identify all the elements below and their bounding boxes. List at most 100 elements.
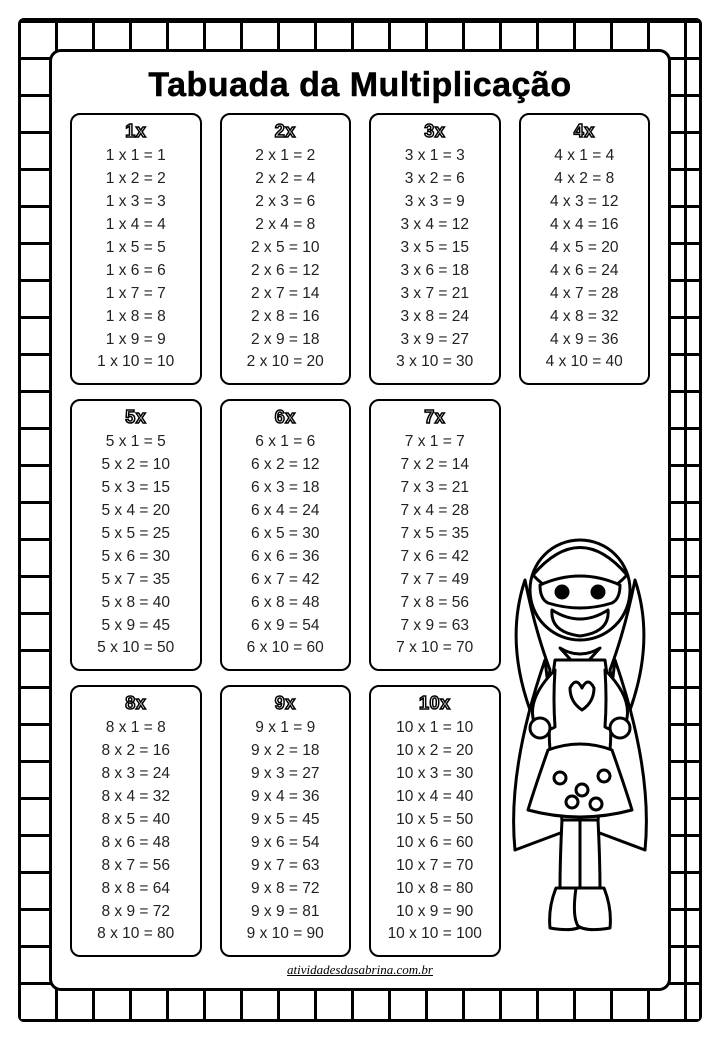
mul-row: 5 x 1 = 5	[106, 431, 166, 454]
inner-panel: Tabuada da Multiplicação 1x1 x 1 = 11 x …	[49, 49, 671, 991]
mul-row: 6 x 7 = 42	[251, 569, 320, 592]
mul-row: 3 x 7 = 21	[400, 283, 469, 306]
mul-row: 9 x 6 = 54	[251, 832, 320, 855]
mul-row: 9 x 8 = 72	[251, 878, 320, 901]
mul-row: 7 x 7 = 49	[400, 569, 469, 592]
mul-row: 9 x 2 = 18	[251, 740, 320, 763]
mul-table-header: 5x	[125, 407, 146, 428]
mul-row: 8 x 4 = 32	[101, 786, 170, 809]
mul-row: 4 x 3 = 12	[550, 191, 619, 214]
mul-row: 3 x 3 = 9	[405, 191, 465, 214]
mul-row: 9 x 3 = 27	[251, 763, 320, 786]
mul-table-header: 10x	[419, 693, 451, 714]
mul-row: 10 x 8 = 80	[396, 878, 473, 901]
page-frame: Tabuada da Multiplicação 1x1 x 1 = 11 x …	[18, 18, 702, 1022]
mul-row: 5 x 4 = 20	[101, 500, 170, 523]
mul-row: 8 x 3 = 24	[101, 763, 170, 786]
mul-row: 4 x 1 = 4	[554, 145, 614, 168]
mul-row: 10 x 9 = 90	[396, 901, 473, 924]
mul-row: 9 x 9 = 81	[251, 901, 320, 924]
mul-row: 6 x 9 = 54	[251, 615, 320, 638]
mul-row: 7 x 10 = 70	[396, 637, 473, 660]
mul-row: 6 x 6 = 36	[251, 546, 320, 569]
mul-row: 1 x 7 = 7	[106, 283, 166, 306]
mul-row: 10 x 7 = 70	[396, 855, 473, 878]
mul-table-6: 6x6 x 1 = 66 x 2 = 126 x 3 = 186 x 4 = 2…	[220, 399, 352, 671]
mul-row: 8 x 10 = 80	[97, 923, 174, 946]
mul-table-3: 3x3 x 1 = 33 x 2 = 63 x 3 = 93 x 4 = 123…	[369, 113, 501, 385]
mul-row: 4 x 8 = 32	[550, 306, 619, 329]
mul-row: 7 x 9 = 63	[400, 615, 469, 638]
mul-row: 2 x 10 = 20	[247, 351, 324, 374]
mul-row: 4 x 4 = 16	[550, 214, 619, 237]
mul-row: 9 x 7 = 63	[251, 855, 320, 878]
mul-table-header: 3x	[424, 121, 445, 142]
mul-row: 1 x 6 = 6	[106, 260, 166, 283]
mul-row: 8 x 2 = 16	[101, 740, 170, 763]
mul-row: 8 x 9 = 72	[101, 901, 170, 924]
mul-row: 7 x 2 = 14	[400, 454, 469, 477]
mul-row: 3 x 10 = 30	[396, 351, 473, 374]
mul-row: 10 x 10 = 100	[388, 923, 482, 946]
mul-row: 6 x 8 = 48	[251, 592, 320, 615]
mul-row: 7 x 8 = 56	[400, 592, 469, 615]
mul-row: 6 x 10 = 60	[247, 637, 324, 660]
mul-row: 10 x 2 = 20	[396, 740, 473, 763]
mul-row: 2 x 9 = 18	[251, 329, 320, 352]
mul-row: 5 x 8 = 40	[101, 592, 170, 615]
mul-row: 9 x 5 = 45	[251, 809, 320, 832]
mul-row: 1 x 9 = 9	[106, 329, 166, 352]
mul-row: 1 x 10 = 10	[97, 351, 174, 374]
mul-row: 10 x 6 = 60	[396, 832, 473, 855]
mul-row: 2 x 6 = 12	[251, 260, 320, 283]
mul-row: 1 x 3 = 3	[106, 191, 166, 214]
mul-row: 2 x 7 = 14	[251, 283, 320, 306]
mul-table-header: 8x	[125, 693, 146, 714]
mul-row: 8 x 7 = 56	[101, 855, 170, 878]
mul-row: 8 x 6 = 48	[101, 832, 170, 855]
mul-row: 4 x 6 = 24	[550, 260, 619, 283]
mul-row: 1 x 2 = 2	[106, 168, 166, 191]
mul-row: 4 x 9 = 36	[550, 329, 619, 352]
mul-row: 1 x 1 = 1	[106, 145, 166, 168]
mul-row: 9 x 4 = 36	[251, 786, 320, 809]
mul-row: 3 x 2 = 6	[405, 168, 465, 191]
mul-row: 2 x 3 = 6	[255, 191, 315, 214]
mul-row: 2 x 1 = 2	[255, 145, 315, 168]
mul-table-8: 8x 8 x 1 = 88 x 2 = 168 x 3 = 248 x 4 = 3…	[70, 685, 202, 957]
mul-row: 5 x 10 = 50	[97, 637, 174, 660]
mul-row: 10 x 4 = 40	[396, 786, 473, 809]
mul-row: 3 x 8 = 24	[400, 306, 469, 329]
mul-row: 6 x 3 = 18	[251, 477, 320, 500]
mul-row: 7 x 3 = 21	[400, 477, 469, 500]
mul-table-header: 9x	[275, 693, 296, 714]
mul-row: 7 x 1 = 7	[405, 431, 465, 454]
mul-row: 8 x 1 = 8	[106, 717, 166, 740]
mul-table-2: 2x2 x 1 = 22 x 2 = 42 x 3 = 62 x 4 = 82 …	[220, 113, 352, 385]
mul-row: 10 x 5 = 50	[396, 809, 473, 832]
mul-row: 7 x 6 = 42	[400, 546, 469, 569]
mul-table-header: 7x	[424, 407, 445, 428]
mul-row: 9 x 10 = 90	[247, 923, 324, 946]
mul-table-header: 1x	[125, 121, 146, 142]
mul-row: 2 x 4 = 8	[255, 214, 315, 237]
mul-row: 2 x 8 = 16	[251, 306, 320, 329]
mul-row: 6 x 2 = 12	[251, 454, 320, 477]
mul-row: 10 x 1 = 10	[396, 717, 473, 740]
mul-table-7: 7x 7 x 1 = 77 x 2 = 147 x 3 = 217 x 4 = 2…	[369, 399, 501, 671]
mul-row: 5 x 6 = 30	[101, 546, 170, 569]
mul-row: 9 x 1 = 9	[255, 717, 315, 740]
mul-row: 4 x 5 = 20	[550, 237, 619, 260]
mul-row: 7 x 4 = 28	[400, 500, 469, 523]
mul-table-header: 2x	[275, 121, 296, 142]
mul-row: 2 x 5 = 10	[251, 237, 320, 260]
mul-row: 7 x 5 = 35	[400, 523, 469, 546]
mul-row: 1 x 8 = 8	[106, 306, 166, 329]
mul-row: 1 x 5 = 5	[106, 237, 166, 260]
mul-row: 10 x 3 = 30	[396, 763, 473, 786]
mul-row: 5 x 3 = 15	[101, 477, 170, 500]
mul-table-4: 4x4 x 1 = 44 x 2 = 84 x 3 = 124 x 4 = 16…	[519, 113, 651, 385]
mul-row: 3 x 6 = 18	[400, 260, 469, 283]
mul-row: 6 x 5 = 30	[251, 523, 320, 546]
mul-table-10: 10x10 x 1 = 1010 x 2 = 2010 x 3 = 3010 x…	[369, 685, 501, 957]
